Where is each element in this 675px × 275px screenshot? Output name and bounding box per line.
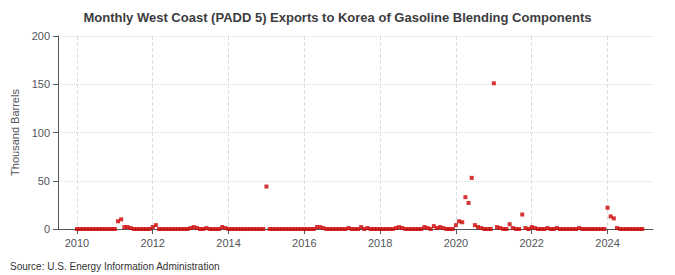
svg-text:2014: 2014 bbox=[216, 237, 240, 249]
svg-text:Monthly West Coast (PADD 5) Ex: Monthly West Coast (PADD 5) Exports to K… bbox=[84, 10, 592, 25]
svg-text:Thousand Barrels: Thousand Barrels bbox=[9, 89, 21, 176]
svg-text:2012: 2012 bbox=[141, 237, 165, 249]
svg-text:2010: 2010 bbox=[65, 237, 89, 249]
svg-text:200: 200 bbox=[32, 30, 50, 42]
svg-text:0: 0 bbox=[44, 223, 50, 235]
svg-text:Source: U.S. Energy Informatio: Source: U.S. Energy Information Administ… bbox=[10, 261, 220, 272]
svg-text:2018: 2018 bbox=[368, 237, 392, 249]
svg-text:100: 100 bbox=[32, 127, 50, 139]
svg-text:150: 150 bbox=[32, 78, 50, 90]
svg-text:2024: 2024 bbox=[595, 237, 619, 249]
svg-text:2020: 2020 bbox=[444, 237, 468, 249]
svg-text:50: 50 bbox=[38, 175, 50, 187]
svg-text:2022: 2022 bbox=[519, 237, 543, 249]
svg-text:2016: 2016 bbox=[292, 237, 316, 249]
